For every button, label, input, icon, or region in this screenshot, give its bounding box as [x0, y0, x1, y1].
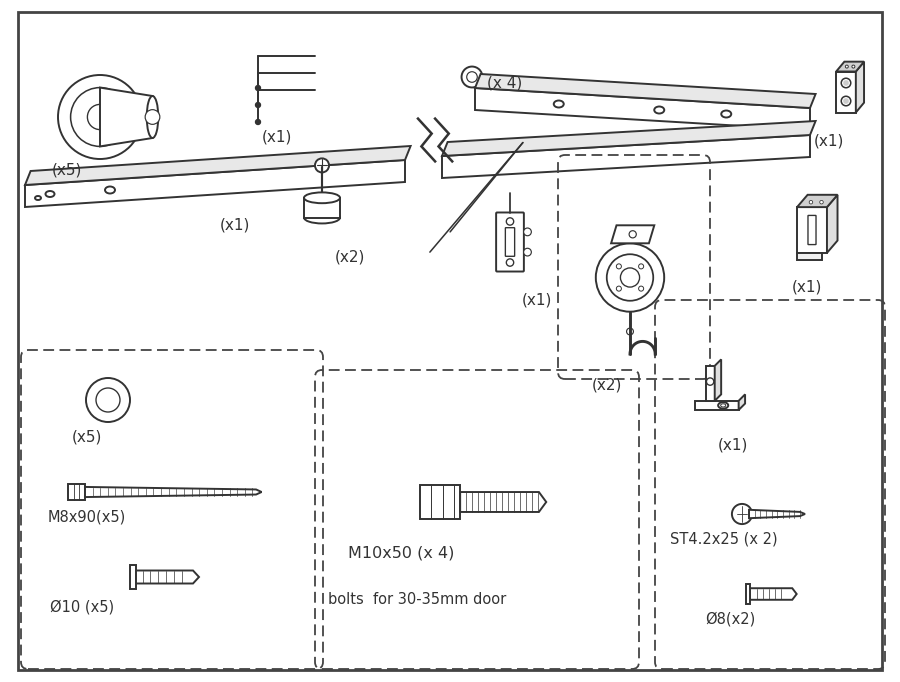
FancyBboxPatch shape — [496, 213, 524, 271]
Circle shape — [842, 78, 850, 88]
Circle shape — [843, 98, 849, 104]
Polygon shape — [100, 87, 152, 147]
Circle shape — [620, 268, 640, 287]
Circle shape — [524, 228, 531, 236]
Text: Ø10 (x5): Ø10 (x5) — [50, 599, 114, 614]
Text: (x1): (x1) — [792, 279, 823, 294]
Circle shape — [820, 201, 824, 204]
Circle shape — [145, 110, 160, 124]
Ellipse shape — [147, 96, 158, 138]
Circle shape — [842, 96, 850, 106]
Circle shape — [629, 231, 636, 238]
Circle shape — [256, 103, 260, 107]
Circle shape — [467, 72, 477, 83]
Polygon shape — [68, 484, 85, 501]
Polygon shape — [797, 253, 822, 260]
Circle shape — [70, 87, 130, 147]
Ellipse shape — [105, 186, 115, 194]
Circle shape — [256, 120, 260, 124]
Circle shape — [256, 86, 260, 90]
Polygon shape — [856, 61, 864, 113]
Circle shape — [639, 264, 644, 269]
Text: (x1): (x1) — [262, 129, 292, 144]
Circle shape — [843, 80, 849, 86]
Circle shape — [639, 286, 644, 291]
FancyBboxPatch shape — [18, 12, 882, 670]
Circle shape — [616, 264, 621, 269]
Polygon shape — [304, 198, 340, 218]
Polygon shape — [420, 485, 460, 519]
Circle shape — [96, 388, 120, 412]
Polygon shape — [25, 146, 410, 185]
FancyBboxPatch shape — [808, 216, 816, 245]
Polygon shape — [611, 225, 654, 243]
Polygon shape — [475, 74, 815, 108]
Text: (x5): (x5) — [52, 162, 83, 177]
Polygon shape — [797, 207, 827, 253]
Circle shape — [732, 504, 752, 524]
Polygon shape — [442, 121, 815, 156]
Ellipse shape — [721, 110, 731, 117]
Text: (x1): (x1) — [522, 292, 553, 307]
Ellipse shape — [35, 196, 41, 200]
Ellipse shape — [304, 211, 340, 224]
Text: (x1): (x1) — [718, 437, 749, 452]
Ellipse shape — [554, 100, 563, 108]
Polygon shape — [739, 394, 745, 410]
Circle shape — [596, 243, 664, 312]
Text: (x 4): (x 4) — [487, 75, 522, 90]
Polygon shape — [827, 195, 838, 253]
Circle shape — [524, 248, 531, 256]
Circle shape — [852, 65, 855, 68]
Polygon shape — [133, 571, 199, 584]
Text: (x1): (x1) — [220, 217, 250, 232]
Text: Ø8(x2): Ø8(x2) — [705, 612, 755, 627]
Circle shape — [462, 67, 482, 87]
Circle shape — [315, 158, 329, 173]
Polygon shape — [746, 584, 751, 604]
Circle shape — [507, 218, 514, 225]
Text: (x2): (x2) — [335, 249, 365, 264]
Polygon shape — [836, 72, 856, 113]
Polygon shape — [748, 588, 796, 599]
Circle shape — [87, 104, 112, 130]
Text: (x2): (x2) — [592, 377, 623, 392]
Circle shape — [809, 201, 813, 204]
Polygon shape — [475, 88, 810, 130]
Polygon shape — [836, 61, 864, 72]
Circle shape — [86, 378, 130, 422]
Circle shape — [607, 254, 653, 301]
Circle shape — [507, 259, 514, 266]
Polygon shape — [696, 401, 739, 410]
Polygon shape — [706, 366, 715, 401]
FancyBboxPatch shape — [506, 228, 515, 256]
Text: bolts  for 30-35mm door: bolts for 30-35mm door — [328, 592, 506, 607]
Circle shape — [845, 65, 849, 68]
Polygon shape — [715, 359, 721, 401]
Ellipse shape — [718, 402, 728, 409]
Text: M10x50 (x 4): M10x50 (x 4) — [348, 545, 454, 560]
Polygon shape — [460, 492, 546, 512]
Polygon shape — [85, 487, 262, 497]
Circle shape — [626, 328, 634, 335]
Circle shape — [706, 378, 714, 385]
Polygon shape — [130, 565, 136, 589]
Ellipse shape — [721, 404, 725, 407]
Polygon shape — [749, 510, 805, 518]
Circle shape — [58, 75, 142, 159]
Text: (x1): (x1) — [814, 133, 844, 148]
Polygon shape — [25, 160, 405, 207]
Polygon shape — [442, 135, 810, 178]
Text: (x5): (x5) — [72, 429, 103, 444]
Text: ST4.2x25 (x 2): ST4.2x25 (x 2) — [670, 532, 778, 547]
Circle shape — [616, 286, 621, 291]
Ellipse shape — [654, 106, 664, 113]
Ellipse shape — [46, 191, 55, 197]
Polygon shape — [797, 195, 838, 207]
Ellipse shape — [304, 192, 340, 203]
Text: M8x90(x5): M8x90(x5) — [48, 509, 126, 524]
